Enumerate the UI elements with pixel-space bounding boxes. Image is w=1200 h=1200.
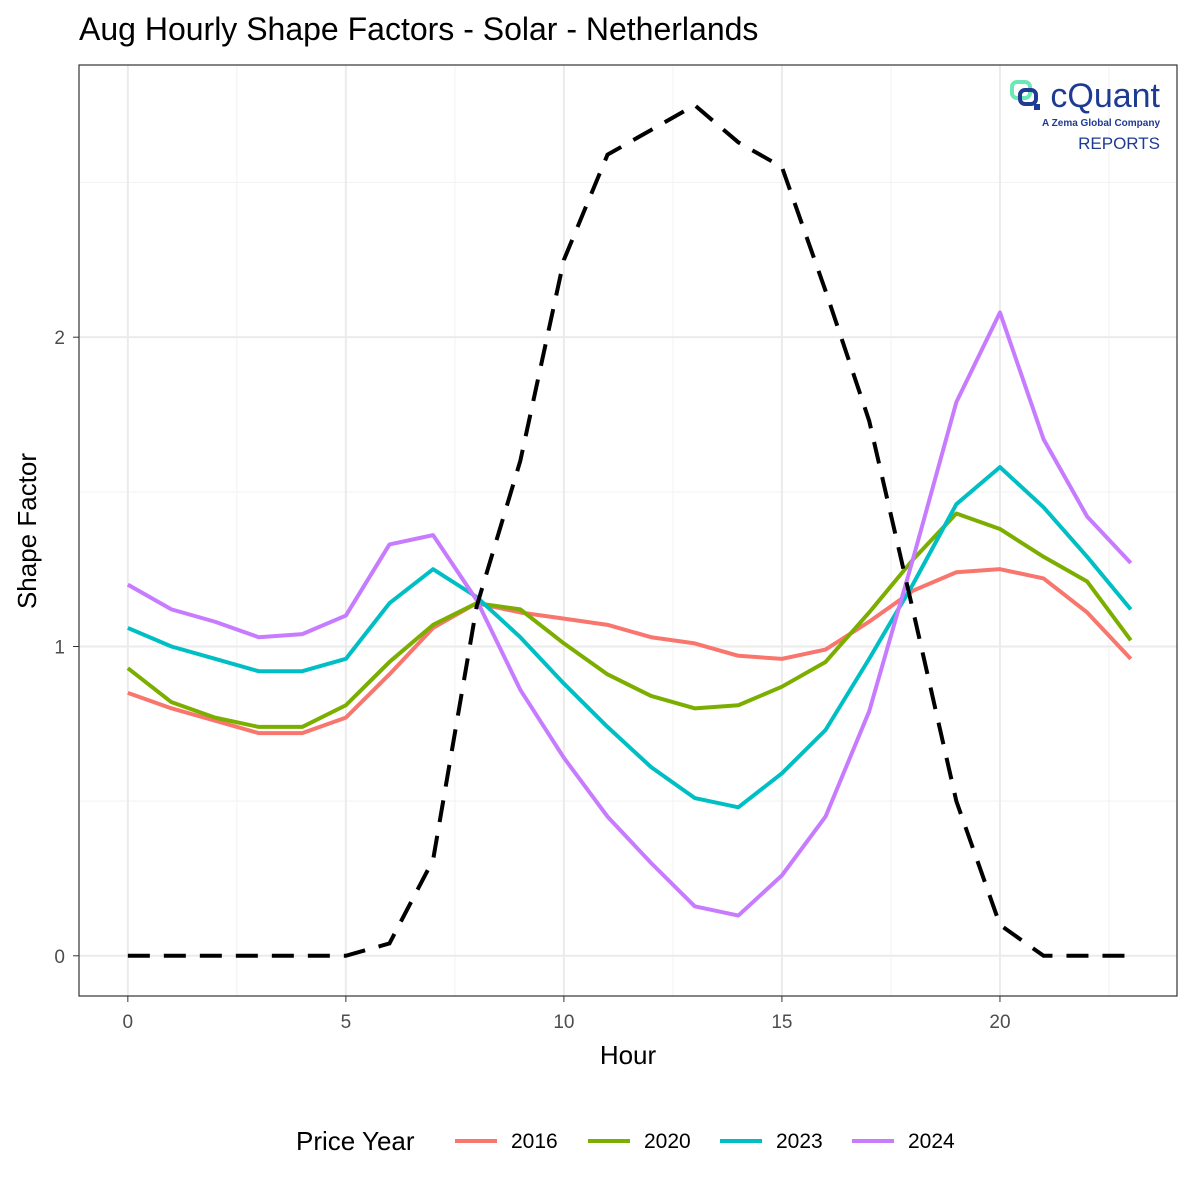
series-line-2023 bbox=[127, 465, 1133, 810]
legend-label-2020: 2020 bbox=[644, 1130, 691, 1153]
solar-profile-line bbox=[127, 102, 1131, 958]
logo-label: REPORTS bbox=[1078, 134, 1160, 153]
series-line-2016 bbox=[127, 567, 1133, 736]
legend-label-2023: 2023 bbox=[776, 1130, 823, 1153]
x-axis-label: Hour bbox=[600, 1040, 657, 1070]
x-tick-label: 0 bbox=[123, 1012, 134, 1033]
y-tick-label: 2 bbox=[54, 328, 65, 349]
y-axis-label: Shape Factor bbox=[12, 453, 42, 609]
x-tick-label: 5 bbox=[341, 1012, 352, 1033]
series-line-2020 bbox=[126, 511, 1133, 729]
x-tick-label: 10 bbox=[553, 1012, 574, 1033]
logo: cQuant A Zema Global Company REPORTS bbox=[1010, 76, 1160, 154]
legend-label-2016: 2016 bbox=[511, 1130, 558, 1153]
logo-brand: cQuant bbox=[1050, 77, 1160, 115]
y-tick-label: 1 bbox=[54, 637, 65, 658]
legend-title: Price Year bbox=[296, 1126, 415, 1156]
plot-border bbox=[78, 64, 1178, 997]
logo-tagline: A Zema Global Company bbox=[1042, 118, 1160, 129]
series-line-2024 bbox=[126, 310, 1133, 918]
y-tick-label: 0 bbox=[54, 947, 65, 968]
x-tick-label: 20 bbox=[989, 1012, 1010, 1033]
legend-label-2024: 2024 bbox=[908, 1130, 955, 1153]
x-tick-label: 15 bbox=[771, 1012, 792, 1033]
chart-title: Aug Hourly Shape Factors - Solar - Nethe… bbox=[79, 11, 759, 47]
cquant-logo-icon bbox=[1010, 80, 1041, 110]
